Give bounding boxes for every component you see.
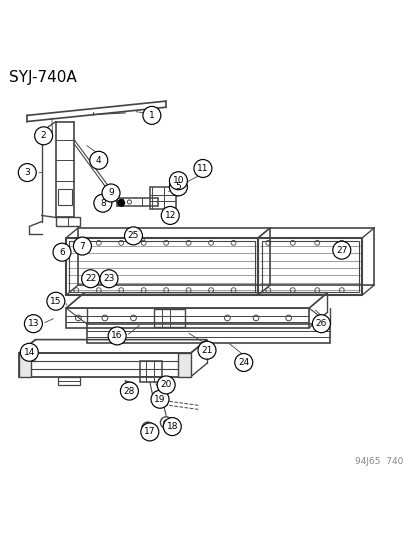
Circle shape bbox=[197, 341, 216, 359]
Bar bbox=[150, 187, 176, 209]
Text: 22: 22 bbox=[85, 274, 96, 283]
Text: 20: 20 bbox=[160, 381, 171, 390]
Text: 16: 16 bbox=[111, 332, 123, 341]
Bar bbox=[66, 308, 309, 328]
Circle shape bbox=[312, 314, 330, 333]
Text: 23: 23 bbox=[103, 274, 114, 283]
Bar bbox=[58, 377, 80, 385]
Bar bbox=[19, 353, 31, 377]
Text: 6: 6 bbox=[59, 248, 65, 257]
Circle shape bbox=[169, 172, 187, 190]
Circle shape bbox=[20, 343, 38, 361]
Text: 26: 26 bbox=[315, 319, 326, 328]
Bar bbox=[86, 324, 329, 343]
Text: 1: 1 bbox=[149, 111, 154, 120]
Text: 11: 11 bbox=[197, 164, 208, 173]
Circle shape bbox=[118, 199, 124, 206]
Circle shape bbox=[102, 184, 120, 202]
Text: SYJ-740A: SYJ-740A bbox=[9, 70, 76, 85]
Circle shape bbox=[24, 314, 42, 333]
Text: 4: 4 bbox=[96, 156, 101, 165]
Circle shape bbox=[35, 127, 52, 145]
Text: 27: 27 bbox=[335, 246, 347, 255]
Circle shape bbox=[100, 270, 118, 288]
Circle shape bbox=[47, 292, 65, 310]
Text: 94J65  740: 94J65 740 bbox=[354, 457, 402, 466]
Text: 3: 3 bbox=[24, 168, 30, 177]
Bar bbox=[154, 309, 184, 327]
Bar bbox=[19, 353, 190, 377]
Text: 15: 15 bbox=[50, 297, 62, 306]
Text: 14: 14 bbox=[24, 348, 35, 357]
Circle shape bbox=[161, 206, 179, 224]
Circle shape bbox=[193, 159, 211, 177]
Circle shape bbox=[73, 237, 91, 255]
Circle shape bbox=[140, 423, 159, 441]
Text: 28: 28 bbox=[123, 386, 135, 395]
Text: 7: 7 bbox=[79, 241, 85, 251]
Text: 25: 25 bbox=[128, 231, 139, 240]
Text: 18: 18 bbox=[166, 422, 178, 431]
Text: 13: 13 bbox=[28, 319, 39, 328]
Circle shape bbox=[53, 243, 71, 261]
Text: 17: 17 bbox=[144, 427, 155, 437]
Circle shape bbox=[163, 418, 181, 435]
Text: 5: 5 bbox=[175, 182, 181, 191]
Circle shape bbox=[18, 164, 36, 182]
Bar bbox=[56, 217, 80, 225]
Text: 8: 8 bbox=[100, 199, 105, 208]
Circle shape bbox=[108, 327, 126, 345]
Text: 19: 19 bbox=[154, 395, 165, 403]
Circle shape bbox=[151, 390, 169, 408]
Circle shape bbox=[157, 376, 175, 394]
Text: 10: 10 bbox=[172, 176, 184, 185]
Circle shape bbox=[90, 151, 107, 169]
Circle shape bbox=[124, 227, 142, 245]
Text: 12: 12 bbox=[164, 211, 176, 220]
Circle shape bbox=[120, 382, 138, 400]
Circle shape bbox=[94, 194, 112, 212]
Circle shape bbox=[332, 241, 350, 259]
Bar bbox=[58, 189, 72, 205]
Bar bbox=[178, 353, 190, 377]
Text: 2: 2 bbox=[41, 131, 46, 140]
Bar bbox=[139, 361, 161, 382]
Circle shape bbox=[169, 178, 187, 196]
Text: 21: 21 bbox=[201, 346, 212, 355]
Circle shape bbox=[142, 107, 161, 124]
Circle shape bbox=[234, 353, 252, 372]
Circle shape bbox=[81, 270, 100, 288]
Text: 24: 24 bbox=[237, 358, 249, 367]
Text: 9: 9 bbox=[108, 189, 114, 198]
